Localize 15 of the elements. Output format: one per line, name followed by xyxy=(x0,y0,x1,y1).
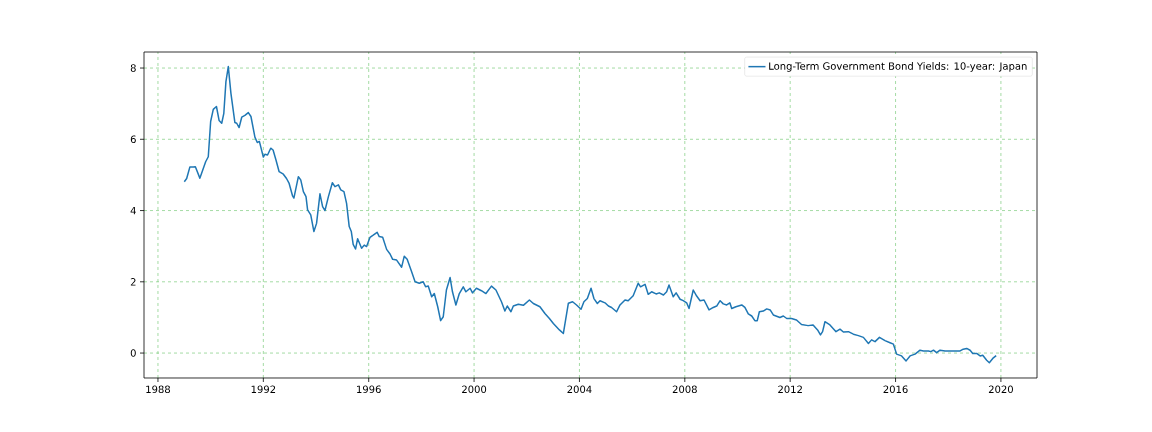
x-tick-label: 2008 xyxy=(672,385,697,394)
x-tick-label: 2012 xyxy=(778,385,802,394)
y-tick-label: 6 xyxy=(130,135,136,144)
x-tick-label: 2016 xyxy=(883,385,908,394)
x-tick-label: 1992 xyxy=(251,385,276,394)
x-tick-label: 1988 xyxy=(146,385,170,394)
y-tick-label: 8 xyxy=(130,64,136,72)
legend-label: Long-Term Government Bond Yields: 10-year: Japan xyxy=(769,62,1027,72)
x-tick-label: 2000 xyxy=(462,385,487,394)
y-tick-label: 4 xyxy=(130,206,136,215)
x-tick-label: 2020 xyxy=(988,385,1013,394)
y-tick-label: 0 xyxy=(130,349,136,357)
x-tick-label: 1996 xyxy=(357,385,381,394)
x-tick-label: 2004 xyxy=(567,385,592,394)
y-tick-label: 2 xyxy=(130,278,136,286)
